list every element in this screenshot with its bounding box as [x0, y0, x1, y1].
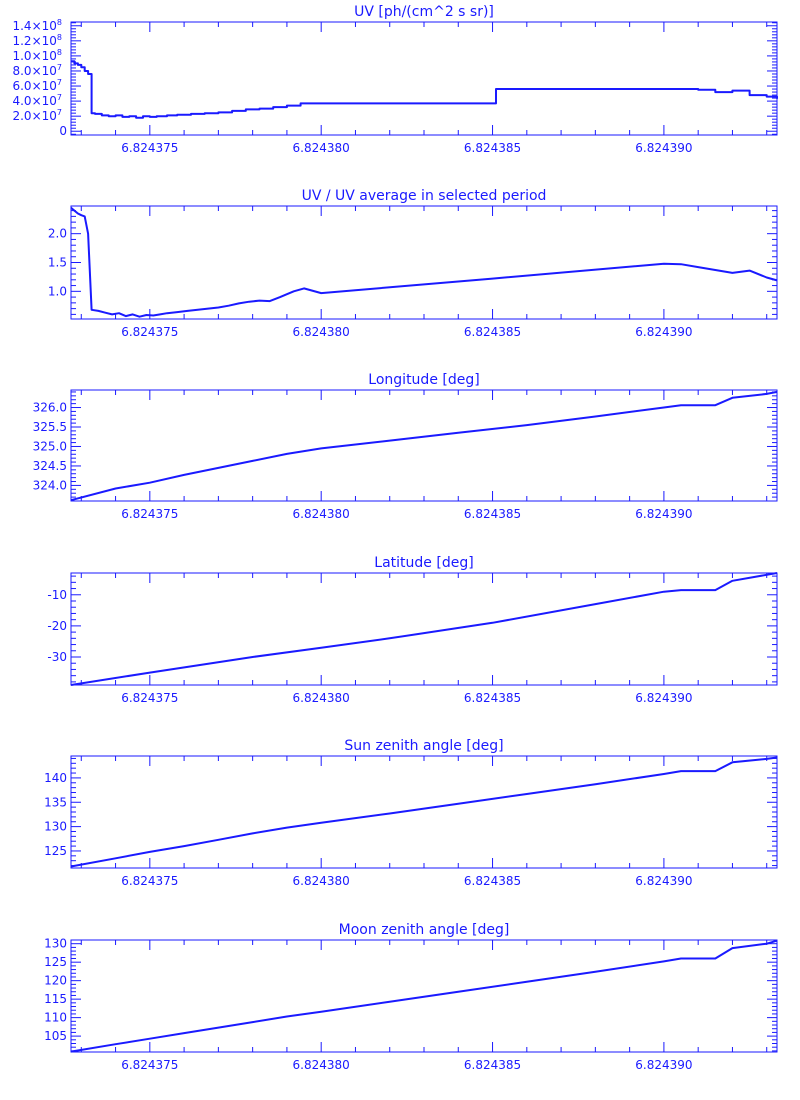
x-tick-label: 6.824375	[121, 141, 178, 155]
chart-title: Latitude [deg]	[374, 555, 473, 571]
x-tick-label: 6.824375	[121, 325, 178, 339]
y-tick-label: 1.5	[48, 256, 67, 270]
x-tick-label: 6.824390	[635, 1058, 692, 1072]
y-tick-exponent: 7	[57, 93, 62, 102]
x-tick-label: 6.824385	[464, 141, 521, 155]
y-tick-label: 324.0	[33, 478, 67, 492]
y-tick-exponent: 8	[57, 18, 62, 27]
x-tick-label: 6.824385	[464, 1058, 521, 1072]
plot-frame	[70, 21, 778, 136]
x-tick-label: 6.824385	[464, 507, 521, 521]
y-tick-label: 130	[44, 820, 67, 834]
x-tick-label: 6.824375	[121, 874, 178, 888]
x-tick-label: 6.824380	[293, 1058, 350, 1072]
x-tick-label: 6.824385	[464, 325, 521, 339]
x-tick-label: 6.824380	[293, 874, 350, 888]
chart-title: Sun zenith angle [deg]	[344, 738, 503, 754]
y-tick-label: 8.0×107	[12, 63, 62, 78]
y-tick-label: 120	[44, 974, 67, 988]
y-tick-label: 125	[44, 955, 67, 969]
y-tick-mantissa: 4.0×10	[12, 94, 56, 108]
x-tick-label: 6.824375	[121, 691, 178, 705]
y-tick-mantissa: 1.0×10	[12, 49, 56, 63]
y-tick-label: 105	[44, 1029, 67, 1043]
panel-5: Sun zenith angle [deg] 6.824375 6.824380 6.…	[44, 738, 778, 888]
x-tick-label: 6.824375	[121, 1058, 178, 1072]
series-line	[70, 756, 778, 868]
y-tick-label: 324.5	[33, 459, 67, 473]
chart-title: UV [ph/(cm^2 s sr)]	[354, 4, 494, 20]
y-tick-label: 1.4×108	[12, 18, 62, 33]
panel-3: Longitude [deg] 6.824375 6.824380 6.824385 6…	[33, 372, 778, 521]
x-tick-label: 6.824390	[635, 507, 692, 521]
x-tick-label: 6.824380	[293, 691, 350, 705]
y-tick-label: 6.0×107	[12, 78, 62, 93]
y-tick-exponent: 7	[57, 78, 62, 87]
y-tick-label: 2.0	[48, 227, 67, 241]
y-tick-label: 4.0×107	[12, 93, 62, 108]
x-tick-label: 6.824380	[293, 325, 350, 339]
series-line	[70, 390, 778, 502]
x-tick-label: 6.824385	[464, 691, 521, 705]
y-tick-label: 130	[44, 937, 67, 951]
y-tick-exponent: 8	[57, 48, 62, 57]
y-tick-label: 115	[44, 992, 67, 1006]
y-tick-label: 135	[44, 795, 67, 809]
y-tick-mantissa: 6.0×10	[12, 79, 56, 93]
y-tick-label: 2.0×107	[12, 108, 62, 123]
x-tick-label: 6.824390	[635, 874, 692, 888]
y-tick-label: 1.0×108	[12, 48, 62, 63]
plot-frame	[70, 205, 778, 320]
y-tick-mantissa: 1.4×10	[12, 19, 56, 33]
x-tick-label: 6.824380	[293, 507, 350, 521]
y-tick-label: 325.0	[33, 439, 67, 453]
panel-6: Moon zenith angle [deg] 6.824375 6.824380 6…	[44, 922, 778, 1072]
y-tick-label: -30	[47, 650, 67, 664]
x-tick-label: 6.824390	[635, 691, 692, 705]
panel-2: UV / UV average in selected period 6.8243…	[48, 188, 778, 339]
x-tick-label: 6.824390	[635, 325, 692, 339]
y-tick-mantissa: 2.0×10	[12, 109, 56, 123]
y-tick-label: -10	[47, 588, 67, 602]
y-tick-mantissa: 1.2×10	[12, 34, 56, 48]
y-tick-label: 326.0	[33, 401, 67, 415]
y-tick-label: 1.2×108	[12, 33, 62, 48]
y-tick-label: -20	[47, 619, 67, 633]
y-tick-label: 325.5	[33, 420, 67, 434]
x-tick-label: 6.824380	[293, 141, 350, 155]
y-tick-exponent: 8	[57, 33, 62, 42]
y-tick-label: 110	[44, 1011, 67, 1025]
panel-4: Latitude [deg] 6.824375 6.824380 6.824385 6.…	[47, 555, 778, 705]
x-tick-label: 6.824375	[121, 507, 178, 521]
chart-title: Moon zenith angle [deg]	[339, 922, 510, 938]
series-line	[71, 60, 778, 119]
series-line	[70, 206, 778, 318]
y-tick-exponent: 7	[57, 63, 62, 72]
y-tick-label: 1.0	[48, 284, 67, 298]
y-tick-exponent: 7	[57, 108, 62, 117]
y-tick-mantissa: 8.0×10	[12, 64, 56, 78]
x-tick-label: 6.824385	[464, 874, 521, 888]
y-tick-label: 0	[59, 124, 67, 138]
chart-title: UV / UV average in selected period	[302, 188, 547, 204]
chart-title: Longitude [deg]	[368, 372, 479, 388]
series-line	[70, 939, 778, 1053]
y-tick-label: 140	[44, 771, 67, 785]
series-line	[70, 572, 778, 686]
panel-1: UV [ph/(cm^2 s sr)] 6.824375 6.824380 6.824…	[12, 4, 778, 155]
x-tick-label: 6.824390	[635, 141, 692, 155]
y-tick-label: 125	[44, 844, 67, 858]
